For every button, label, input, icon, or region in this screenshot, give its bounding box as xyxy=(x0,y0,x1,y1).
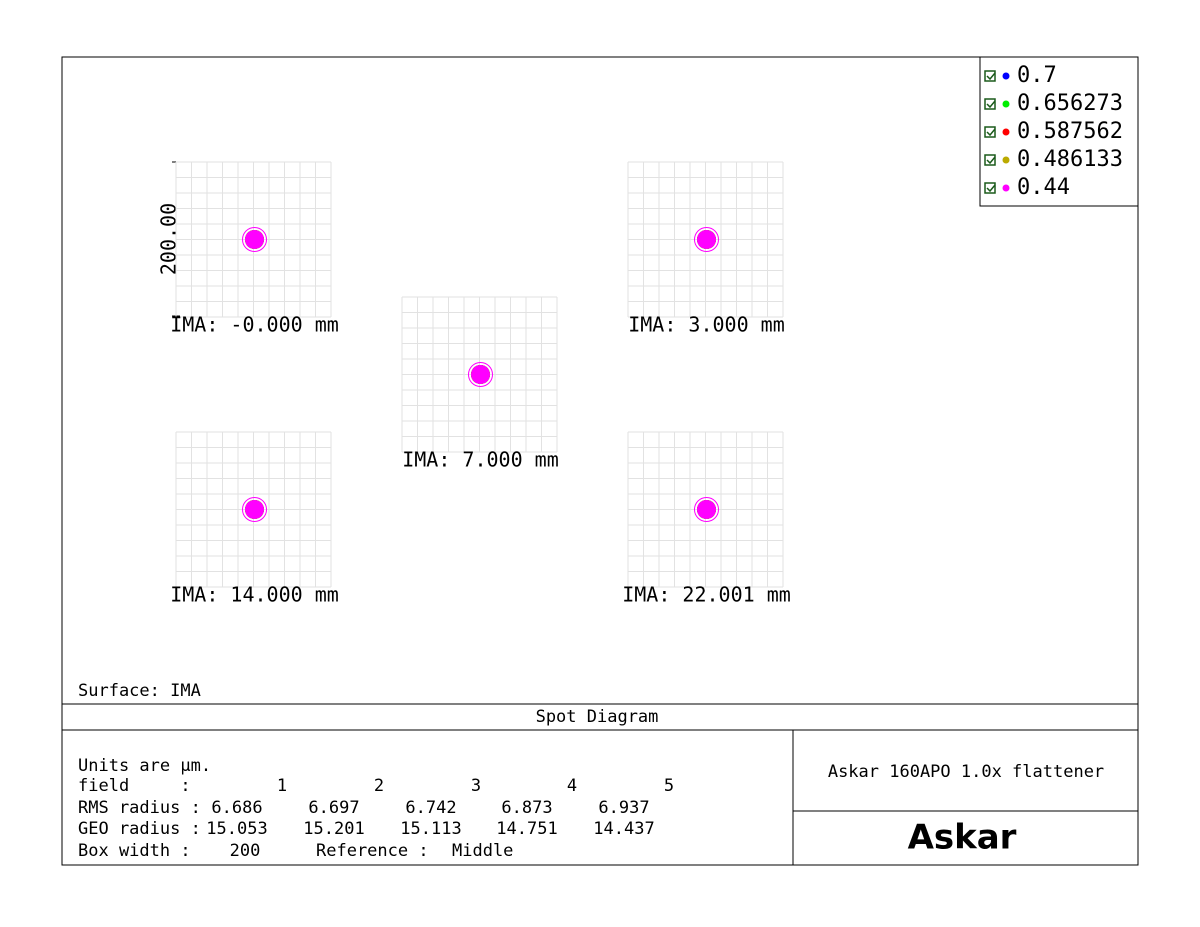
legend-label: 0.656273 xyxy=(1017,91,1123,116)
panel-label: IMA: 22.001 mm xyxy=(622,583,791,607)
box-width: 200 xyxy=(230,841,261,861)
rms-value: 6.937 xyxy=(598,798,649,818)
geo-value: 14.437 xyxy=(593,819,654,839)
rms-value: 6.742 xyxy=(405,798,456,818)
legend-swatch xyxy=(1002,184,1010,192)
reference-label: Reference : xyxy=(316,841,429,861)
legend-check xyxy=(986,128,996,137)
panel-label: IMA: 14.000 mm xyxy=(170,583,339,607)
lens-name: Askar 160APO 1.0x flattener xyxy=(828,762,1104,782)
legend-label: 0.486133 xyxy=(1017,147,1123,172)
rms-value: 6.873 xyxy=(501,798,552,818)
legend-swatch xyxy=(1002,72,1010,80)
field-number: 2 xyxy=(374,776,384,796)
geo-value: 15.113 xyxy=(400,819,461,839)
legend-check xyxy=(986,100,996,109)
legend-label: 0.587562 xyxy=(1017,119,1123,144)
legend-label: 0.7 xyxy=(1017,63,1057,88)
spot xyxy=(697,500,716,519)
field-number: 3 xyxy=(471,776,481,796)
legend-swatch xyxy=(1002,128,1010,136)
airy-ring xyxy=(694,227,719,252)
field-number: 5 xyxy=(664,776,674,796)
legend-checkbox xyxy=(984,70,996,82)
geo-value: 15.201 xyxy=(303,819,364,839)
geo-value: 15.053 xyxy=(206,819,267,839)
airy-ring xyxy=(694,497,719,522)
spot xyxy=(471,365,490,384)
legend-check xyxy=(986,72,996,81)
field-number: 4 xyxy=(567,776,577,796)
spot xyxy=(697,230,716,249)
legend-checkbox xyxy=(984,98,996,110)
units: Units are µm. xyxy=(78,756,211,776)
surface-label: Surface: IMA xyxy=(78,681,201,701)
plot-title: Spot Diagram xyxy=(536,707,659,727)
legend-label: 0.44 xyxy=(1017,175,1070,200)
field-number: 1 xyxy=(277,776,287,796)
airy-ring xyxy=(468,362,493,387)
legend-check xyxy=(986,184,996,193)
frame xyxy=(61,56,1139,866)
panel-label: IMA: -0.000 mm xyxy=(170,313,339,337)
panel-label: IMA: 3.000 mm xyxy=(628,313,785,337)
reference: Middle xyxy=(452,841,513,861)
legend-check xyxy=(986,156,996,165)
rms-value: 6.686 xyxy=(211,798,262,818)
airy-ring xyxy=(242,227,267,252)
spot xyxy=(245,500,264,519)
spot xyxy=(245,230,264,249)
legend-swatch xyxy=(1002,156,1010,164)
panel-label: IMA: 7.000 mm xyxy=(402,448,559,472)
rms-label: RMS radius : xyxy=(78,798,201,818)
legend-checkbox xyxy=(984,182,996,194)
legend-swatch xyxy=(1002,100,1010,108)
geo-value: 14.751 xyxy=(496,819,557,839)
geo-label: GEO radius : xyxy=(78,819,201,839)
legend-checkbox xyxy=(984,126,996,138)
box-width-label: Box width : xyxy=(78,841,191,861)
logo: Askar xyxy=(908,818,1017,858)
legend-checkbox xyxy=(984,154,996,166)
rms-value: 6.697 xyxy=(308,798,359,818)
airy-ring xyxy=(242,497,267,522)
field-label: field : xyxy=(78,776,191,796)
